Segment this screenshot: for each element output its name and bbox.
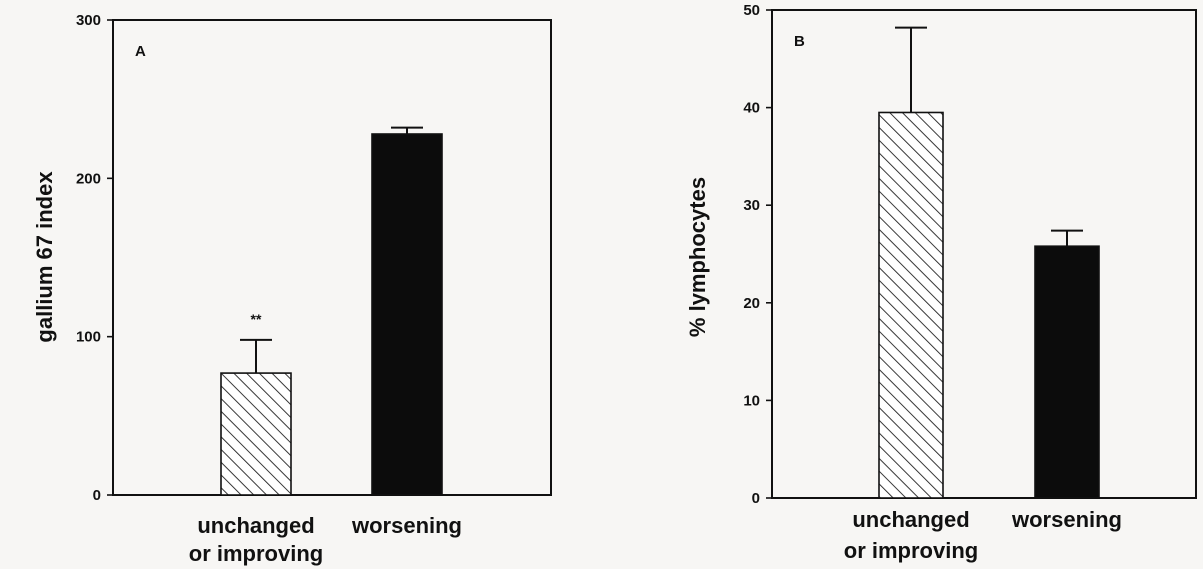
- panel-a-significance-marker: **: [251, 311, 262, 327]
- panel-b-y-tick-label: 20: [743, 295, 760, 312]
- panel-a-category-label: unchanged: [197, 513, 314, 538]
- panel-b-plot-frame: [771, 9, 1197, 499]
- panel-a-panel-letter: A: [135, 43, 146, 60]
- panel-a-bar-unchanged-or-improving: [220, 372, 292, 496]
- panel-b-y-tick-label: 10: [743, 392, 760, 409]
- panel-a-chart: 0 100 200 300 gallium 67 index A ** unchanged or…: [32, 12, 552, 566]
- panel-b-bar-worsening: [1034, 245, 1100, 499]
- panel-b-panel-letter: B: [794, 33, 805, 50]
- panel-b-y-tick-label: 50: [743, 2, 760, 19]
- panel-b-y-tick-label: 30: [743, 197, 760, 214]
- panel-b-y-tick-label: 0: [752, 490, 760, 507]
- panel-b-y-tick-label: 40: [743, 100, 760, 117]
- panel-b-y-axis-title: % lymphocytes: [685, 177, 710, 337]
- panel-a-y-tick-label: 200: [76, 170, 101, 187]
- panel-a-plot-frame: [112, 19, 552, 496]
- panel-b-category-label: worsening: [1011, 507, 1122, 532]
- panel-b-category-label: or improving: [844, 538, 978, 563]
- panel-a-y-tick-label: 300: [76, 12, 101, 29]
- panel-a-y-axis-title: gallium 67 index: [32, 171, 57, 343]
- panel-b-category-label: unchanged: [852, 507, 969, 532]
- panel-a-bar-worsening: [371, 133, 443, 496]
- panel-b-bar-unchanged-or-improving: [878, 111, 944, 499]
- panel-a-y-tick-label: 100: [76, 329, 101, 346]
- panel-a-category-label: or improving: [189, 541, 323, 566]
- panel-a-y-tick-label: 0: [93, 487, 101, 504]
- panel-a-category-label: worsening: [351, 513, 462, 538]
